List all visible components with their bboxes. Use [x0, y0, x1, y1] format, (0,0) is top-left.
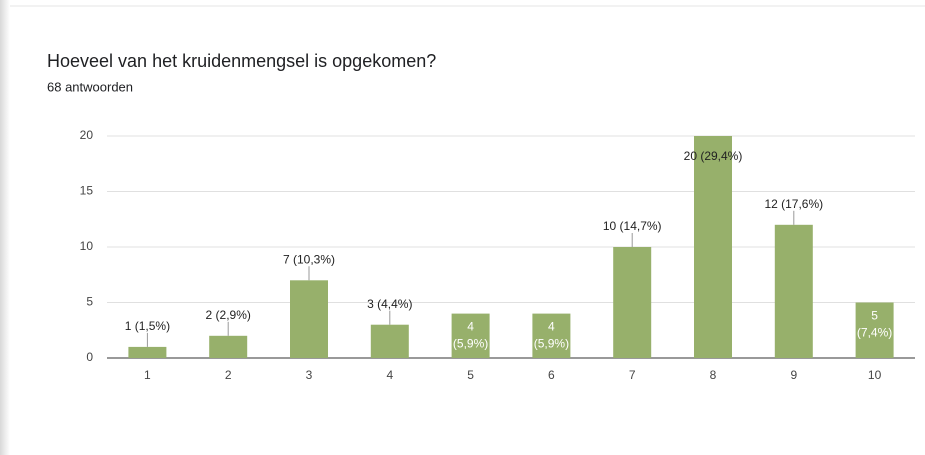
bar — [532, 313, 571, 358]
data-label: 4 (5,9%) — [534, 320, 569, 351]
data-label: 12 (17,6%) — [764, 197, 823, 211]
bar — [370, 324, 409, 358]
bar — [855, 302, 894, 358]
data-label: 5 (7,4%) — [857, 309, 892, 340]
x-tick-label: 1 — [144, 368, 151, 382]
bar — [451, 313, 490, 358]
y-tick-label: 10 — [80, 239, 94, 253]
data-label: 2 (2,9%) — [206, 308, 251, 322]
data-label: 20 (29,4%) — [684, 149, 743, 163]
bar — [290, 280, 328, 358]
x-tick-label: 2 — [225, 368, 232, 382]
x-tick-label: 9 — [790, 368, 797, 382]
data-label: 1 (1,5%) — [125, 319, 170, 333]
bar — [774, 224, 813, 358]
x-tick-label: 5 — [467, 368, 474, 382]
card-shadow — [0, 0, 10, 455]
x-tick-label: 3 — [306, 368, 313, 382]
y-tick-label: 0 — [86, 350, 93, 364]
chart-title: Hoeveel van het kruidenmengsel is opgeko… — [47, 51, 436, 71]
x-tick-label: 8 — [710, 368, 717, 382]
y-tick-label: 20 — [80, 128, 94, 142]
chart-subtitle: 68 antwoorden — [47, 79, 133, 94]
x-tick-label: 6 — [548, 368, 555, 382]
data-label: 10 (14,7%) — [603, 219, 662, 233]
data-label: 7 (10,3%) — [283, 252, 335, 266]
data-label: 3 (4,4%) — [367, 297, 412, 311]
x-tick-label: 4 — [386, 368, 393, 382]
bar — [694, 136, 732, 358]
bar — [128, 346, 167, 358]
bar — [613, 247, 652, 358]
y-tick-label: 15 — [80, 184, 94, 198]
data-label: 4 (5,9%) — [453, 320, 488, 351]
x-tick-label: 10 — [868, 368, 882, 382]
bar — [209, 335, 248, 358]
y-tick-label: 5 — [86, 295, 93, 309]
x-tick-label: 7 — [629, 368, 636, 382]
